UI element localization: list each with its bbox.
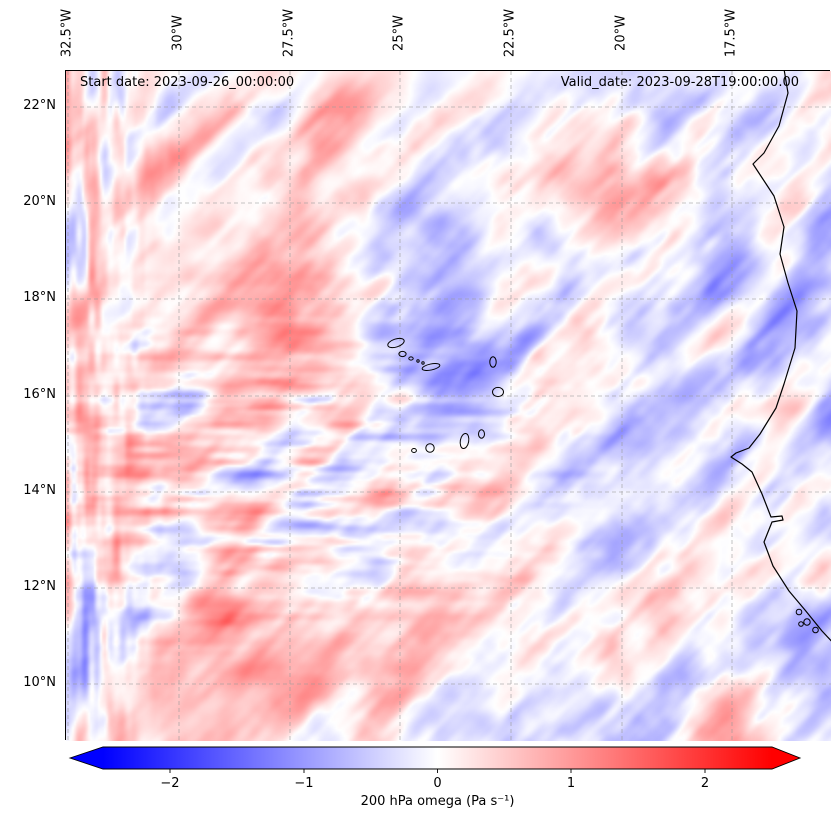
island (489, 356, 497, 368)
start-date-annotation: Start date: 2023-09-26_00:00:00 (80, 75, 295, 90)
colorbar: −2 −1 0 1 2 (68, 746, 802, 791)
coastline-africa (730, 71, 831, 642)
island (795, 608, 803, 616)
lat-tick-label: 18°N (23, 290, 56, 305)
cape-verde-islands (387, 337, 504, 453)
colorbar-bar (68, 746, 802, 770)
lon-tick-label: 30°W (170, 15, 186, 51)
island (387, 337, 405, 349)
colorbar-tick-label: 1 (567, 776, 575, 791)
island (421, 361, 425, 365)
island (425, 443, 435, 453)
colorbar-tick-label: 0 (433, 776, 441, 791)
island (798, 621, 804, 627)
colorbar-label: 200 hPa omega (Pa s⁻¹) (360, 794, 515, 809)
lon-tick-label: 17.5°W (723, 8, 739, 58)
lat-tick-label: 14°N (23, 483, 56, 498)
lon-tick-label: 25°W (391, 15, 407, 51)
bijagos-islands (795, 608, 819, 634)
lon-tick-label: 20°W (613, 15, 629, 51)
omega-field-canvas (66, 71, 831, 741)
lat-tick-label: 22°N (23, 98, 56, 113)
island (812, 626, 819, 634)
colorbar-tick-label: −1 (294, 776, 313, 791)
colorbar-ticks (169, 769, 706, 773)
island (803, 618, 811, 626)
colorbar-tick-labels: −2 −1 0 1 2 (160, 776, 709, 791)
lat-tick-label: 16°N (23, 387, 56, 402)
lon-tick-label: 22.5°W (502, 8, 518, 58)
lon-tick-label: 32.5°W (59, 8, 75, 58)
lat-tick-label: 20°N (23, 194, 56, 209)
gridlines (66, 71, 831, 741)
island (408, 356, 414, 361)
map-overlay (66, 71, 831, 741)
island (492, 386, 504, 398)
island (478, 429, 485, 439)
colorbar-tick-label: 2 (701, 776, 709, 791)
island (459, 432, 470, 450)
map-plot: Start date: 2023-09-26_00:00:00 Valid_da… (65, 70, 831, 741)
valid-date-annotation: Valid_date: 2023-09-28T19:00:00.00 (560, 75, 799, 90)
colorbar-tick-label: −2 (160, 776, 179, 791)
island (421, 363, 441, 371)
island (398, 350, 407, 358)
lat-tick-label: 10°N (23, 675, 56, 690)
island (416, 359, 420, 363)
lat-tick-label: 12°N (23, 579, 56, 594)
lon-tick-label: 27.5°W (281, 8, 297, 58)
island (411, 448, 417, 453)
